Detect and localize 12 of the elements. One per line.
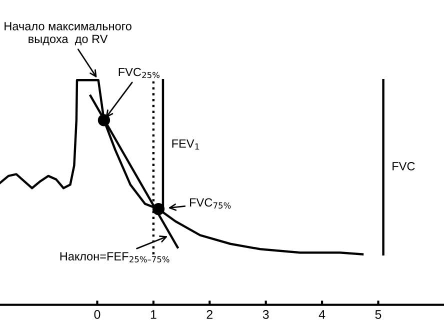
annotation: FEV$_{1}$ <box>172 139 199 150</box>
annotation: FVC$_{25%}$ <box>118 68 160 78</box>
annotation: FVC <box>392 162 415 170</box>
annotation: Наклон=FEF$_{25%–75%}$ <box>60 252 170 262</box>
x-tick-label: 3 <box>262 310 269 319</box>
annotation: Начало максимального выдоха до RV <box>4 22 132 46</box>
x-tick-label: 2 <box>206 310 212 319</box>
annotation: FVC$_{75%}$ <box>190 198 231 209</box>
x-tick-label: 5 <box>375 310 382 319</box>
x-tick-label: 1 <box>150 310 156 319</box>
x-tick-label: 4 <box>318 310 326 319</box>
x-tick-label: 0 <box>94 310 100 319</box>
